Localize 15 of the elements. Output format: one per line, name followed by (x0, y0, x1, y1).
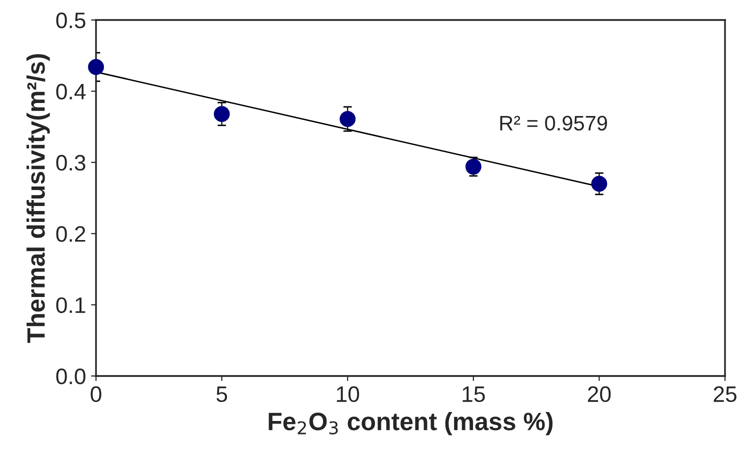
x-tick-label: 25 (714, 386, 736, 402)
y-axis-title: Thermal diffusivity(m²/s) (26, 54, 50, 343)
y-tick-label: 0.3 (56, 154, 86, 171)
x-tick-label: 15 (462, 386, 485, 402)
y-tick-label: 0.2 (56, 226, 86, 242)
x-tick-label: 5 (216, 386, 228, 402)
y-tick-label: 0.1 (56, 297, 86, 314)
y-tick-label: 0.4 (56, 84, 86, 100)
annotation: R² = 0.9579 (500, 116, 608, 131)
x-axis-title: Fe$_{2}$O$_{3}$ content (mass %) (268, 412, 553, 436)
y-tick-label: 0.0 (56, 368, 86, 384)
x-tick-label: 10 (336, 386, 360, 402)
y-tick-label: 0.5 (56, 12, 86, 28)
x-tick-label: 0 (90, 386, 102, 402)
x-tick-label: 20 (588, 386, 611, 402)
